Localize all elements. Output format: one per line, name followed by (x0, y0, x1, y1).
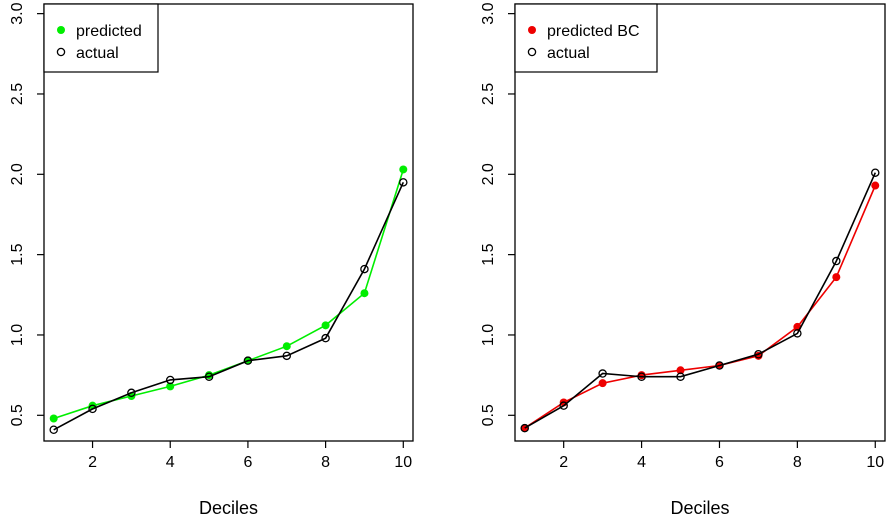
legend-box (43, 3, 159, 73)
x-tick-label: 2 (559, 454, 568, 471)
data-point (321, 333, 330, 343)
x-tick-label: 8 (321, 454, 330, 471)
data-point (832, 273, 841, 282)
data-point (282, 342, 291, 351)
legend-marker (57, 26, 65, 34)
y-tick-label: 0.5 (9, 404, 26, 426)
x-tick-label: 6 (243, 454, 252, 471)
legend-marker (528, 26, 536, 34)
x-tick-label: 2 (88, 454, 97, 471)
y-tick-label: 2.0 (9, 163, 26, 185)
legend-box (514, 3, 658, 73)
data-point (49, 414, 58, 423)
data-point (598, 369, 607, 378)
legend-label: predicted (76, 23, 142, 40)
y-tick-label: 1.5 (480, 243, 497, 265)
plot-frame (43, 3, 414, 442)
x-tick-label: 6 (715, 454, 724, 471)
legend-label: actual (547, 45, 590, 62)
data-point (871, 168, 880, 177)
data-point (127, 388, 136, 398)
x-tick-label: 8 (793, 454, 802, 471)
data-point (715, 361, 724, 370)
x-axis-title: Deciles (670, 498, 729, 518)
y-tick-label: 1.0 (9, 324, 26, 346)
data-point (793, 329, 802, 338)
data-point (360, 289, 369, 298)
x-tick-label: 4 (166, 454, 175, 471)
data-point (243, 356, 253, 365)
plot-frame (514, 3, 886, 442)
data-point (520, 423, 529, 433)
data-point (637, 372, 646, 381)
series-line-1 (53, 181, 405, 431)
y-tick-label: 0.5 (480, 404, 497, 426)
data-point (871, 181, 880, 190)
x-tick-label: 4 (637, 454, 646, 471)
legend-label: predicted BC (547, 23, 640, 40)
data-point (598, 379, 607, 388)
y-tick-label: 3.0 (480, 2, 497, 24)
y-tick-label: 2.0 (480, 163, 497, 185)
data-point (204, 372, 214, 381)
series-line-0 (524, 185, 877, 429)
data-point (321, 321, 330, 330)
x-tick-label: 10 (866, 454, 884, 471)
data-point (49, 425, 58, 435)
data-point (360, 264, 369, 274)
y-tick-label: 2.5 (9, 83, 26, 105)
y-tick-label: 2.5 (480, 83, 497, 105)
legend-marker (527, 47, 537, 57)
data-point (165, 375, 175, 385)
x-tick-label: 10 (394, 454, 412, 471)
legend-label: actual (76, 45, 119, 62)
data-point (88, 404, 97, 414)
data-point (282, 351, 292, 361)
legend: predicted BC actual (514, 3, 658, 73)
y-tick-label: 1.5 (9, 243, 26, 265)
data-point (754, 349, 763, 359)
y-tick-label: 3.0 (9, 2, 26, 24)
chart-right: 2 4 6 8 10 0.5 1.0 1.5 2.0 2.5 3.0 Deciles predicted… (480, 2, 886, 518)
data-point (399, 178, 408, 187)
data-point (832, 256, 841, 266)
legend-marker (56, 47, 66, 57)
data-point (676, 366, 685, 375)
data-point (166, 382, 175, 391)
data-point (399, 165, 408, 174)
data-point (559, 401, 568, 410)
y-tick-label: 1.0 (480, 324, 497, 346)
series-line-1 (524, 172, 877, 429)
chart-left: 2 4 6 8 10 0.5 1.0 1.5 2.0 2.5 3.0 Deciles predicted… (9, 2, 414, 518)
x-axis-title: Deciles (199, 498, 258, 518)
legend: predicted actual (43, 3, 159, 73)
data-point (676, 372, 685, 381)
